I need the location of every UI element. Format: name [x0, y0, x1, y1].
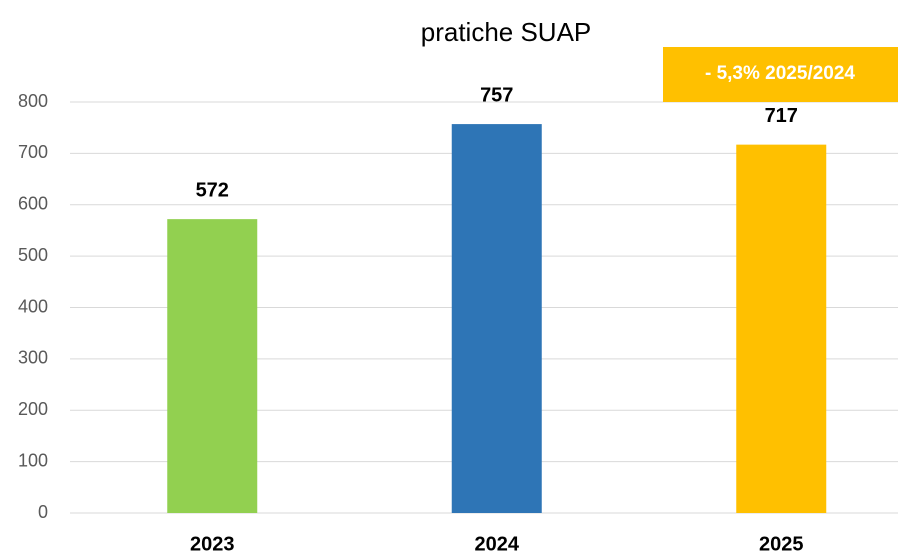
y-tick-label: 100 [18, 450, 48, 470]
value-label: 717 [765, 105, 798, 127]
value-label: 572 [196, 179, 229, 201]
annotation: - 5,3% 2025/2024 [705, 63, 855, 84]
bar [167, 219, 258, 513]
y-tick-label: 500 [18, 245, 48, 265]
y-tick-label: 400 [18, 296, 48, 316]
y-tick-label: 0 [38, 502, 48, 522]
value-label: 757 [480, 84, 513, 106]
x-tick-label: 2025 [759, 533, 804, 554]
bar [736, 144, 827, 514]
x-tick-label: 2023 [190, 533, 235, 554]
bar [451, 124, 542, 513]
y-tick-label: 700 [18, 142, 48, 162]
y-tick-label: 300 [18, 348, 48, 368]
x-tick-label: 2024 [475, 533, 520, 554]
y-tick-label: 800 [18, 91, 48, 111]
chart-title: pratiche SUAP [421, 17, 592, 47]
annotation-box [663, 47, 898, 102]
y-tick-label: 200 [18, 399, 48, 419]
y-tick-label: 600 [18, 194, 48, 214]
